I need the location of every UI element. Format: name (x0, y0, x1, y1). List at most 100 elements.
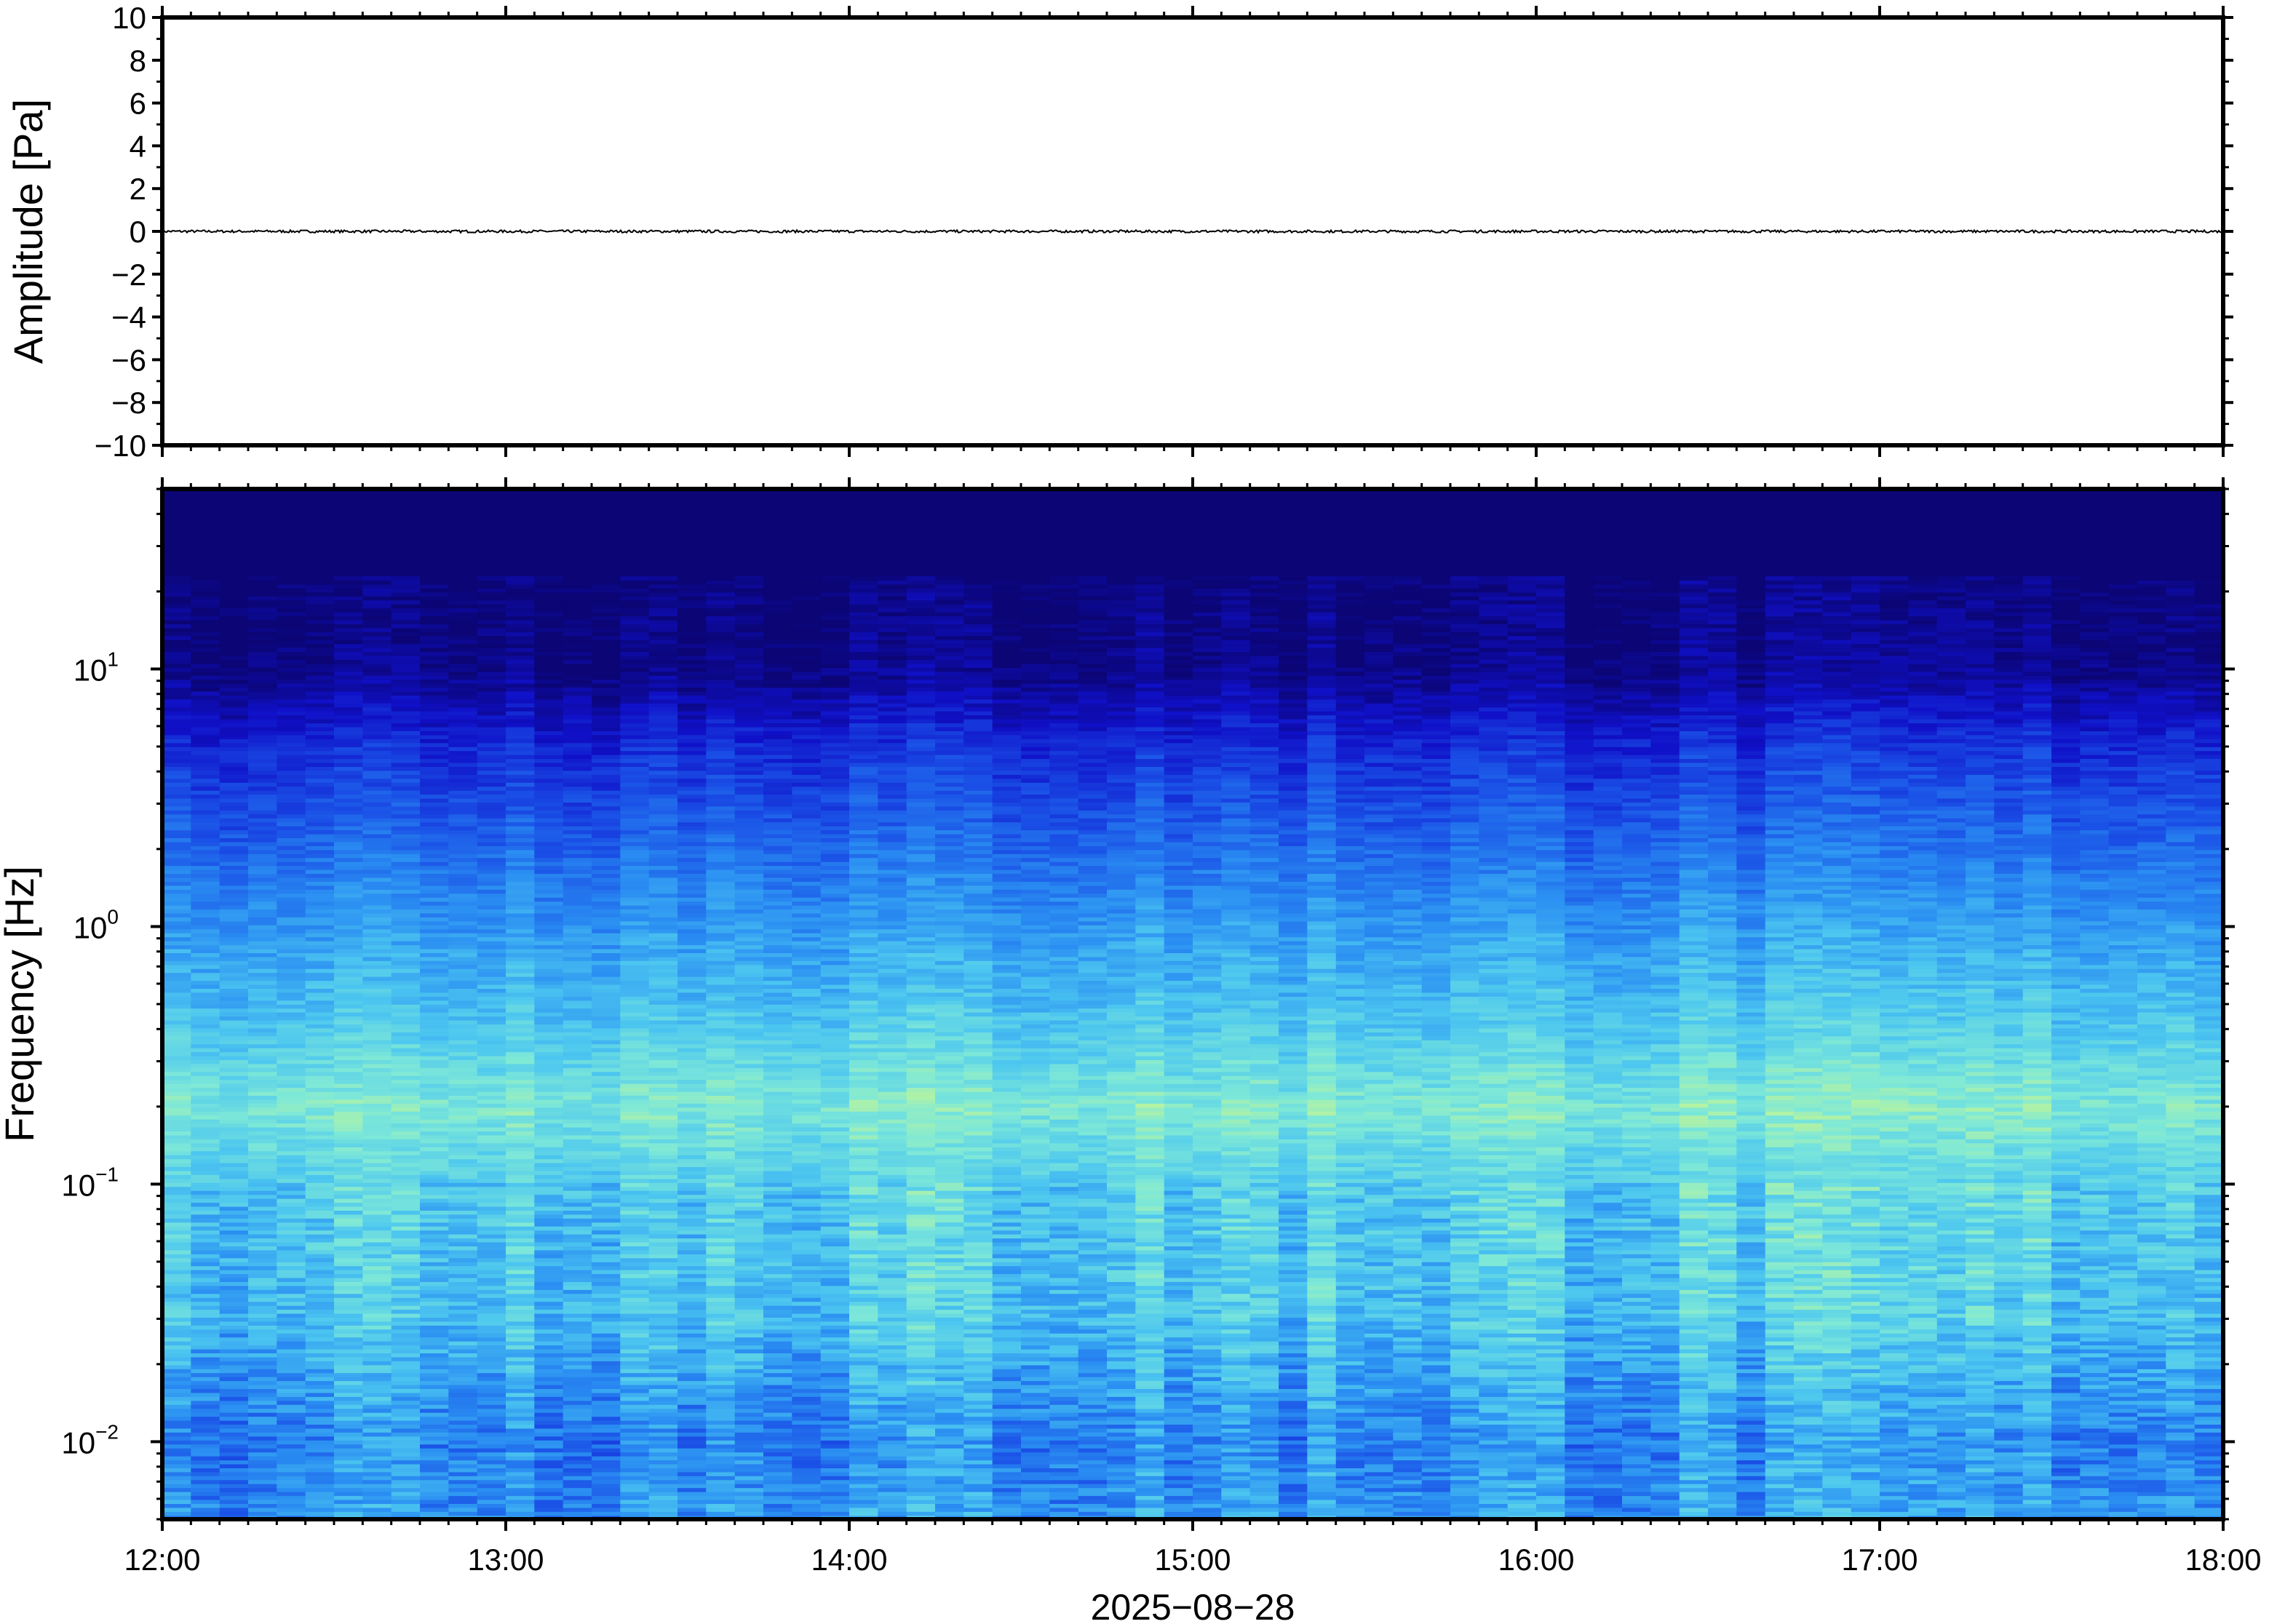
spectrogram-cell (1364, 1297, 1394, 1302)
spectrogram-cell (1364, 1337, 1394, 1342)
spectrogram-cell (506, 1325, 536, 1330)
spectrogram-cell (1880, 1372, 1910, 1377)
spectrogram-cell (1507, 1257, 1537, 1262)
spectrogram-cell (2022, 1416, 2052, 1421)
spectrogram-cell (1908, 1463, 1938, 1468)
spectrogram-cell (2108, 1412, 2138, 1417)
spectrogram-cell (1135, 1277, 1165, 1282)
spectrogram-cell (420, 1305, 450, 1310)
spectrogram-cell (219, 1499, 249, 1504)
spectrogram-cell (592, 1313, 621, 1318)
spectrogram-cell (2194, 1424, 2223, 1429)
spectrogram-cell (1049, 1420, 1079, 1425)
spectrogram-cell (1307, 1460, 1337, 1465)
spectrogram-cell (1421, 1289, 1451, 1294)
spectrogram-cell (1966, 1364, 1995, 1369)
spectrogram-cell (2022, 1269, 2052, 1275)
spectrogram-cell (1966, 1476, 1995, 1481)
spectrogram-cell (1479, 1468, 1509, 1473)
spectrogram-cell (305, 1432, 335, 1437)
spectrogram-cell (1078, 1460, 1108, 1465)
spectrogram-cell (1622, 1340, 1652, 1346)
spectrogram-cell (1794, 1369, 1824, 1374)
spectrogram-cell (477, 1313, 506, 1318)
spectrogram-cell (563, 1273, 592, 1278)
spectrogram-cell (277, 1265, 306, 1270)
spectrogram-cell (1164, 1511, 1193, 1516)
spectrogram-cell (2194, 1479, 2223, 1484)
spectrogram-cell (1822, 1285, 1852, 1290)
spectrogram-cell (648, 1265, 678, 1270)
spectrogram-cell (1107, 1471, 1137, 1476)
spectrogram-cell (963, 1333, 993, 1338)
spectrogram-cell (1193, 1353, 1223, 1358)
spectrogram-cell (1307, 1376, 1337, 1382)
spectrogram-cell (734, 1353, 764, 1358)
spectrogram-cell (1164, 1499, 1193, 1504)
spectrogram-cell (2080, 1432, 2110, 1437)
spectrogram-cell (1794, 1392, 1824, 1397)
spectrogram-cell (248, 1257, 278, 1262)
spectrogram-cell (1279, 1424, 1308, 1429)
spectrogram-cell (420, 1285, 450, 1290)
spectrogram-cell (878, 1408, 907, 1413)
spectrogram-cell (1708, 1436, 1738, 1441)
spectrogram-cell (305, 1369, 335, 1374)
spectrogram-cell (1364, 1460, 1394, 1465)
spectrogram-cell (219, 1444, 249, 1449)
spectrogram-cell (1107, 1463, 1137, 1468)
spectrogram-cell (849, 1348, 879, 1353)
spectrogram-cell (1078, 1369, 1108, 1374)
spectrogram-cell (935, 1325, 965, 1330)
spectrogram-cell (1049, 1484, 1079, 1489)
spectrogram-cell (1994, 1356, 2024, 1361)
spectrogram-cell (620, 1301, 650, 1306)
spectrogram-cell (1679, 1479, 1709, 1484)
spectrogram-cell (563, 1507, 592, 1512)
spectrogram-cell (1307, 1297, 1337, 1302)
spectrogram-cell (1650, 1329, 1680, 1334)
spectrogram-cell (820, 1428, 850, 1433)
spectrogram-cell (992, 1348, 1022, 1353)
spectrogram-cell (1822, 1289, 1852, 1294)
spectrogram-cell (1164, 1436, 1193, 1441)
spectrogram-cell (2022, 1487, 2052, 1492)
spectrogram-cell (1880, 1463, 1910, 1468)
spectrogram-cell (191, 1281, 220, 1286)
spectrogram-cell (734, 1471, 764, 1476)
spectrogram-cell (1966, 1265, 1995, 1270)
spectrogram-cell (1622, 1440, 1652, 1445)
spectrogram-cell (734, 1257, 764, 1262)
spectrogram-cell (1536, 1476, 1566, 1481)
spectrogram-cell (1536, 1452, 1566, 1457)
spectrogram-cell (1364, 1277, 1394, 1282)
spectrogram-cell (1135, 1345, 1165, 1350)
spectrogram-cell (506, 1317, 536, 1322)
spectrogram-cell (1307, 1491, 1337, 1497)
spectrogram-cell (248, 1388, 278, 1393)
spectrogram-cell (935, 1404, 965, 1409)
spectrogram-cell (620, 1317, 650, 1322)
spectrogram-cell (1307, 1356, 1337, 1361)
spectrogram-cell (963, 1348, 993, 1353)
spectrogram-cell (1880, 1369, 1910, 1374)
spectrogram-cell (1193, 1297, 1223, 1302)
spectrogram-cell (878, 1337, 907, 1342)
spectrogram-cell (534, 1416, 564, 1421)
spectrogram-cell (1479, 1337, 1509, 1342)
spectrogram-cell (1908, 1408, 1938, 1413)
spectrogram-cell (1765, 1364, 1795, 1369)
spectrogram-cell (792, 1444, 822, 1449)
spectrogram-cell (1479, 1348, 1509, 1353)
spectrogram-cell (878, 1285, 907, 1290)
spectrogram-cell (248, 1348, 278, 1353)
spectrogram-cell (592, 1277, 621, 1282)
spectrogram-cell (334, 1440, 364, 1445)
spectrogram-cell (1565, 1333, 1594, 1338)
spectrogram-cell (620, 1448, 650, 1453)
spectrogram-cell (2166, 1416, 2196, 1421)
spectrogram-cell (792, 1499, 822, 1504)
spectrogram-cell (1249, 1487, 1279, 1492)
spectrogram-cell (305, 1293, 335, 1298)
spectrogram-cell (734, 1432, 764, 1437)
